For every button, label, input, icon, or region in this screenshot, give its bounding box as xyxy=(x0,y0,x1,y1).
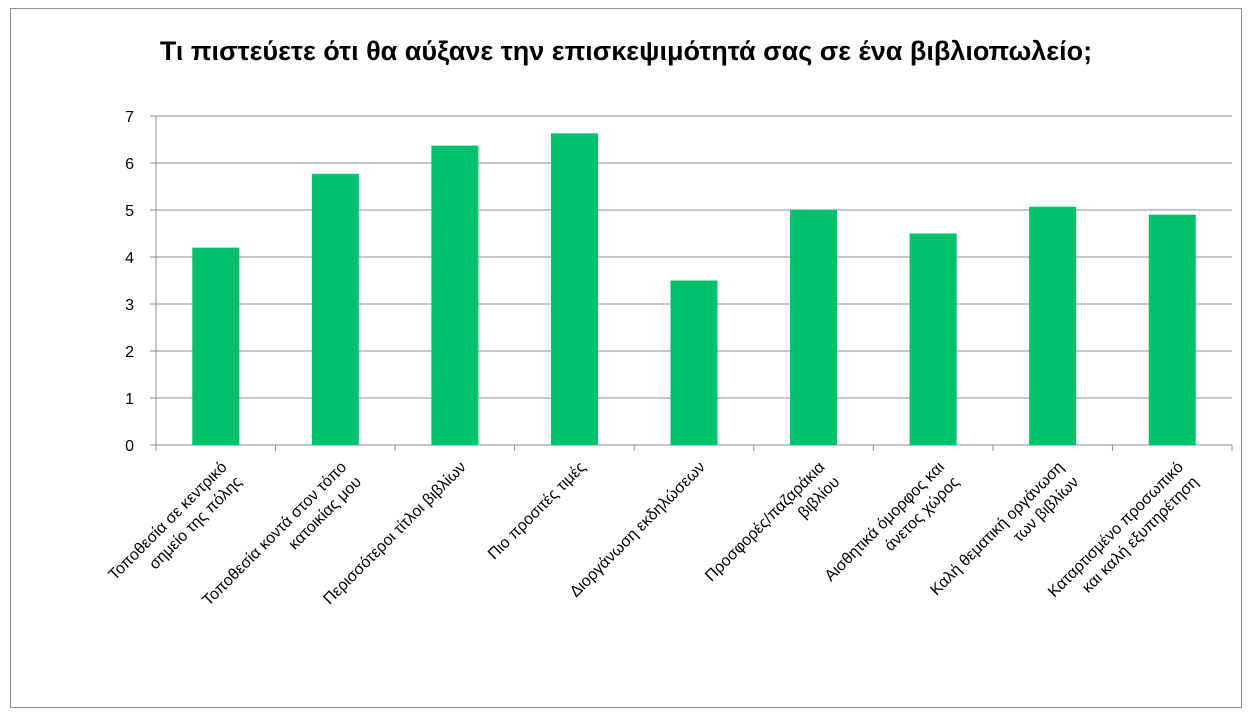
x-category-label-line: Αισθητικά όμορφος και xyxy=(822,458,948,584)
bar xyxy=(431,145,479,446)
y-tick-label: 6 xyxy=(125,156,134,173)
y-tick-label: 4 xyxy=(125,250,134,267)
bar xyxy=(192,247,240,445)
y-tick-label: 3 xyxy=(125,297,134,314)
y-tick-label: 0 xyxy=(125,438,134,455)
bar xyxy=(1029,206,1077,445)
y-tick-label: 7 xyxy=(125,109,134,126)
y-tick-label: 1 xyxy=(125,391,134,408)
x-category-label-line: Προσφορές/παζαράκια xyxy=(702,459,828,585)
bar xyxy=(790,210,838,445)
bar xyxy=(311,173,359,445)
bar xyxy=(909,233,957,445)
x-category-label-line: Διοργάνωση εκδηλώσεων xyxy=(567,459,709,601)
x-category-label: Διοργάνωση εκδηλώσεων xyxy=(567,459,709,601)
bar xyxy=(670,280,718,445)
x-category-label-line: Πιο προσιτές τιμές xyxy=(485,459,589,563)
x-category-label-line: Περισσότεροι τίτλοι βιβλίων xyxy=(320,459,469,608)
bar xyxy=(550,133,598,445)
y-tick-label: 5 xyxy=(125,203,134,220)
y-tick-label: 2 xyxy=(125,344,134,361)
chart-title: Τι πιστεύετε ότι θα αύξανε την επισκεψιμ… xyxy=(159,36,1093,66)
x-category-label: Πιο προσιτές τιμές xyxy=(485,459,589,563)
bar xyxy=(1148,214,1196,445)
x-category-label-line: Τοποθεσία κοντά στον τόπο xyxy=(200,459,351,610)
x-category-label-line: Τοποθεσία σε κεντρικό xyxy=(106,459,231,584)
x-category-label: Περισσότεροι τίτλοι βιβλίων xyxy=(320,459,469,608)
